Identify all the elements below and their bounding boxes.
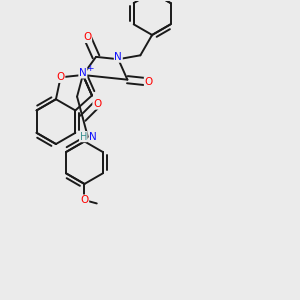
Text: N: N [114,52,122,62]
Text: H: H [80,132,87,142]
Text: N: N [89,132,97,142]
Text: O: O [56,72,65,82]
Text: N: N [79,68,87,78]
Text: O: O [144,77,153,87]
Text: O: O [80,195,88,205]
Text: +: + [86,64,93,73]
Text: O: O [83,32,92,42]
Text: O: O [93,99,101,109]
